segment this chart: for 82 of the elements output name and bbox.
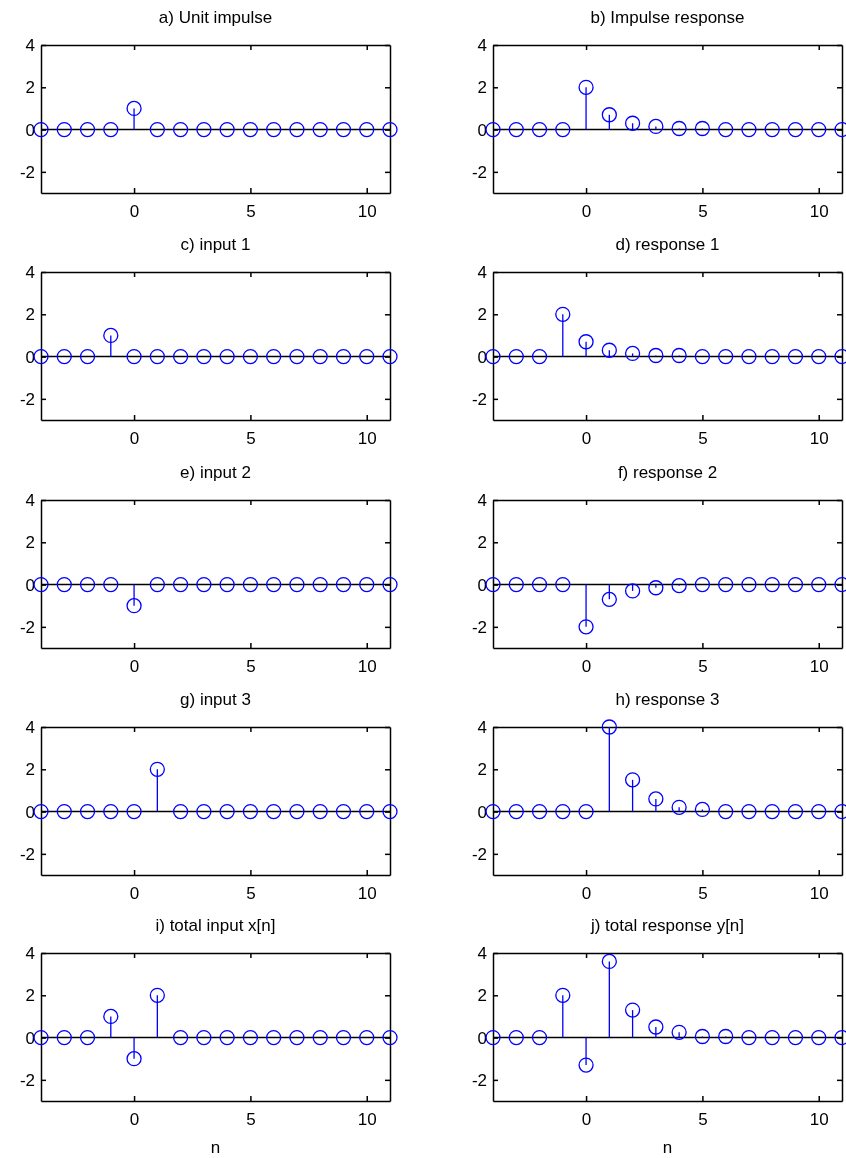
y-tick-label: 2 xyxy=(25,305,35,325)
x-tick-label: 0 xyxy=(129,202,140,222)
y-tick-label: -2 xyxy=(19,617,35,637)
y-tick-label: -2 xyxy=(19,389,35,409)
x-tick-label: 5 xyxy=(246,657,256,677)
y-tick-label: 0 xyxy=(477,575,487,595)
x-tick-label: 0 xyxy=(581,884,592,904)
x-tick-label: 10 xyxy=(357,884,377,904)
x-tick-label: 10 xyxy=(809,657,829,677)
x-tick-label: 0 xyxy=(581,429,592,449)
x-tick-label: 5 xyxy=(698,657,708,677)
y-tick-label: -2 xyxy=(471,844,487,864)
x-tick-label: 0 xyxy=(129,429,140,449)
x-tick-label: 5 xyxy=(246,884,256,904)
y-tick-label: -2 xyxy=(471,1070,487,1090)
x-tick-label: 10 xyxy=(809,1110,829,1130)
y-tick-label: 2 xyxy=(25,760,35,780)
y-tick-label: 2 xyxy=(477,533,487,553)
y-tick-label: 4 xyxy=(477,35,487,55)
x-tick-label: 0 xyxy=(129,657,140,677)
y-tick-label: 0 xyxy=(25,575,35,595)
x-tick-label: 10 xyxy=(809,429,829,449)
x-tick-label: 0 xyxy=(581,657,592,677)
y-tick-label: 0 xyxy=(477,1028,487,1048)
y-tick-label: 0 xyxy=(25,802,35,822)
y-tick-label: 4 xyxy=(25,35,35,55)
y-tick-label: -2 xyxy=(19,1070,35,1090)
y-tick-label: 4 xyxy=(477,262,487,282)
chart-title: e) input 2 xyxy=(180,463,251,482)
y-tick-label: 2 xyxy=(477,986,487,1006)
y-tick-label: -2 xyxy=(471,162,487,182)
y-tick-label: 0 xyxy=(477,347,487,367)
x-tick-label: 5 xyxy=(698,429,708,449)
y-tick-label: 0 xyxy=(25,347,35,367)
y-tick-label: 4 xyxy=(25,717,35,737)
y-tick-label: 4 xyxy=(25,262,35,282)
y-tick-label: 4 xyxy=(477,490,487,510)
chart-title: a) Unit impulse xyxy=(158,8,273,27)
y-tick-label: 2 xyxy=(25,533,35,553)
y-tick-label: -2 xyxy=(471,617,487,637)
y-tick-label: 2 xyxy=(477,78,487,98)
y-tick-label: 2 xyxy=(477,305,487,325)
y-tick-label: 4 xyxy=(25,943,35,963)
y-tick-label: 2 xyxy=(25,78,35,98)
x-axis-title: n xyxy=(210,1138,221,1157)
chart-title: f) response 2 xyxy=(617,463,718,482)
y-tick-label: 0 xyxy=(477,120,487,140)
x-tick-label: 10 xyxy=(357,657,377,677)
chart-title: g) input 3 xyxy=(180,690,251,709)
chart-title: i) total input x[n] xyxy=(155,916,276,935)
x-tick-label: 5 xyxy=(246,1110,256,1130)
x-tick-label: 10 xyxy=(357,1110,377,1130)
y-tick-label: 4 xyxy=(477,717,487,737)
x-tick-label: 10 xyxy=(809,202,829,222)
x-tick-label: 0 xyxy=(581,1110,592,1130)
y-tick-label: 0 xyxy=(477,802,487,822)
y-tick-label: 4 xyxy=(25,490,35,510)
chart-title: j) total response y[n] xyxy=(589,916,745,935)
y-tick-label: 2 xyxy=(25,986,35,1006)
x-tick-label: 5 xyxy=(698,884,708,904)
y-tick-label: -2 xyxy=(471,389,487,409)
chart-title: h) response 3 xyxy=(615,690,720,709)
y-tick-label: 4 xyxy=(477,943,487,963)
y-tick-label: -2 xyxy=(19,844,35,864)
x-tick-label: 5 xyxy=(698,202,708,222)
x-tick-label: 10 xyxy=(357,429,377,449)
x-tick-label: 0 xyxy=(129,1110,140,1130)
x-tick-label: 0 xyxy=(581,202,592,222)
x-tick-label: 5 xyxy=(698,1110,708,1130)
x-tick-label: 5 xyxy=(246,429,256,449)
x-axis-title: n xyxy=(662,1138,673,1157)
chart-title: c) input 1 xyxy=(180,235,251,254)
y-tick-label: -2 xyxy=(19,162,35,182)
x-tick-label: 0 xyxy=(129,884,140,904)
x-tick-label: 10 xyxy=(357,202,377,222)
x-tick-label: 5 xyxy=(246,202,256,222)
chart-title: b) Impulse response xyxy=(590,8,745,27)
y-tick-label: 2 xyxy=(477,760,487,780)
chart-title: d) response 1 xyxy=(615,235,720,254)
y-tick-label: 0 xyxy=(25,120,35,140)
x-tick-label: 10 xyxy=(809,884,829,904)
y-tick-label: 0 xyxy=(25,1028,35,1048)
